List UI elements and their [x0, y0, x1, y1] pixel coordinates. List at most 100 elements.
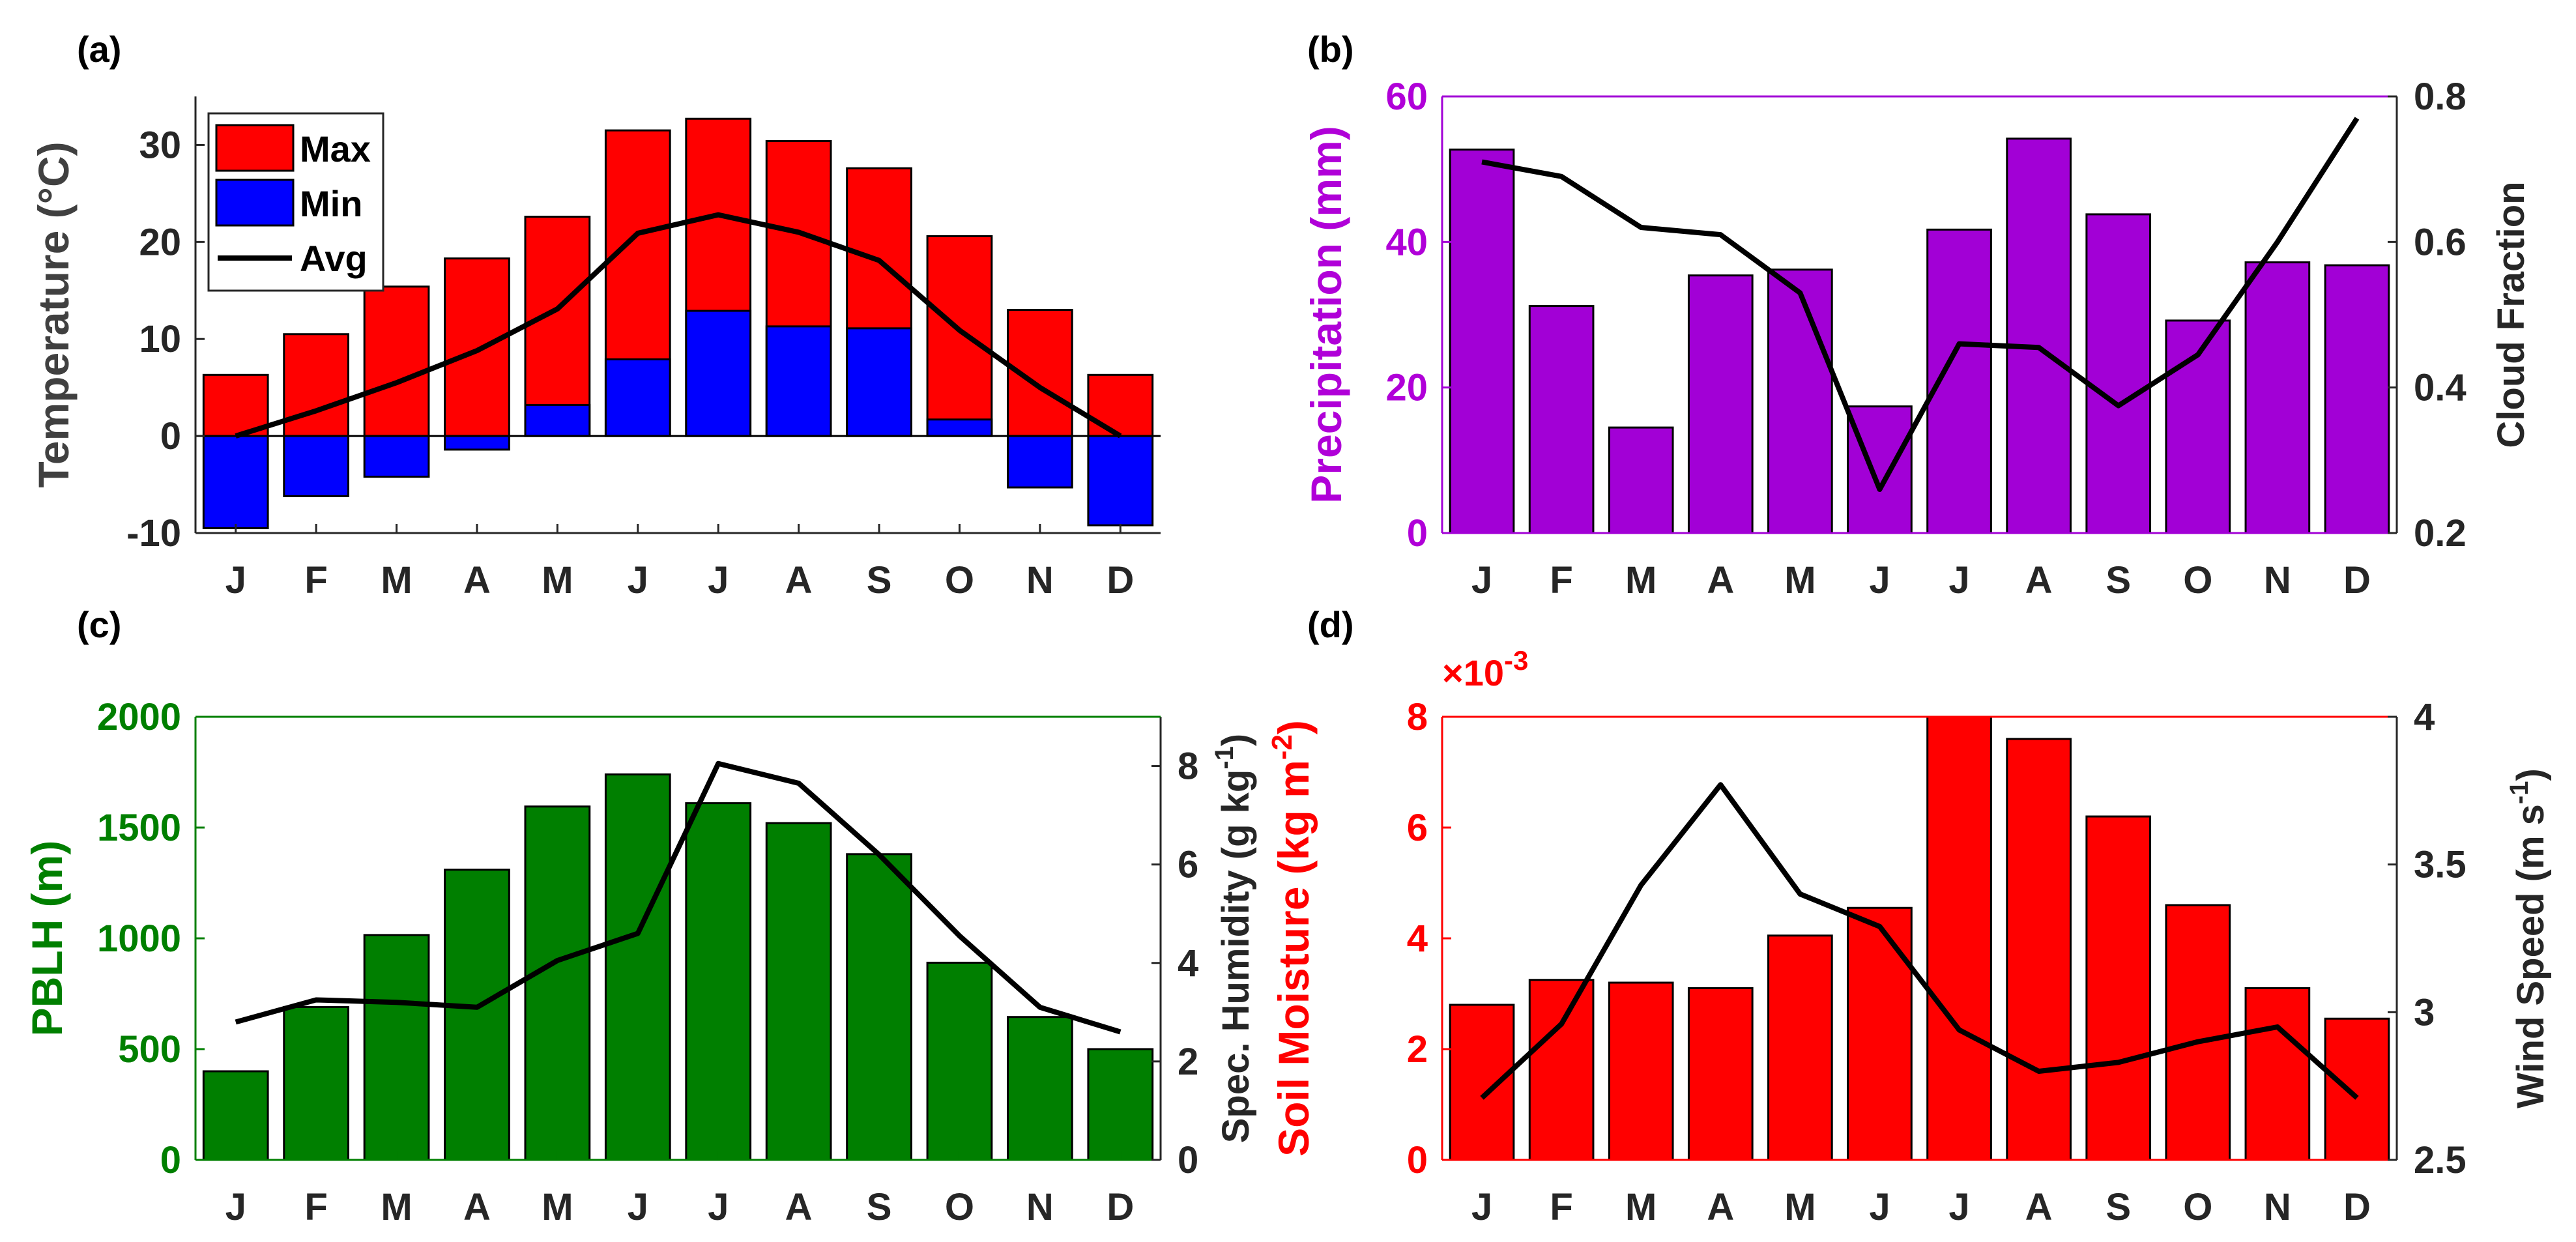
y-tick-label: 2	[1407, 1028, 1428, 1071]
bar-precipitation-1	[1528, 305, 1595, 534]
x-tick-label: J	[1471, 559, 1492, 601]
x-tick-label: D	[1107, 559, 1134, 601]
bar-soil-moisture-9	[2165, 904, 2231, 1161]
bar-pblh-0	[202, 1070, 269, 1161]
x-tick-label: S	[867, 559, 892, 601]
x-tick-label: N	[2264, 559, 2291, 601]
y-axis-label-text: PBLH (m)	[23, 841, 71, 1037]
x-tick-label: O	[945, 1186, 974, 1228]
bar-precipitation-3	[1687, 274, 1754, 534]
x-tick-label: A	[2025, 1186, 2053, 1228]
x-tick-label: J	[225, 1186, 246, 1228]
x-tick-label: J	[1869, 559, 1890, 601]
bar-pblh-7	[765, 822, 832, 1161]
panel-label: (c)	[77, 604, 121, 645]
bar-soil-moisture-3	[1687, 987, 1754, 1161]
x-tick-label: F	[1550, 1186, 1572, 1228]
x-tick-label: J	[1948, 559, 1969, 601]
x-tick-label: O	[2183, 559, 2212, 601]
bar-min-4	[524, 403, 591, 437]
y2-tick-label: 0.8	[2414, 76, 2467, 118]
y-tick-label: 0	[1407, 512, 1428, 555]
y2-axis-label: Cloud Fraction	[2490, 181, 2532, 448]
line-avg	[235, 212, 1122, 439]
bar-precipitation-0	[1449, 149, 1515, 534]
bar-precipitation-7	[2006, 137, 2072, 534]
y2-axis-label-text: Wind Speed (m s	[2510, 804, 2552, 1108]
x-tick-label: A	[785, 559, 813, 601]
y-axis-label: Precipitation (mm)	[1302, 126, 1350, 503]
bar-pblh-6	[685, 802, 752, 1161]
panel-label: (a)	[77, 29, 121, 70]
x-tick-label: D	[1107, 1186, 1134, 1228]
legend-label-avg: Avg	[300, 238, 368, 279]
y-tick-label: 1000	[97, 917, 181, 960]
bar-max-2	[363, 285, 430, 437]
bar-precipitation-2	[1608, 426, 1674, 534]
x-tick-label: A	[785, 1186, 813, 1228]
bar-soil-moisture-10	[2244, 987, 2311, 1161]
bar-min-2	[363, 435, 430, 478]
bar-max-1	[283, 333, 349, 437]
x-tick-label: J	[628, 1186, 648, 1228]
x-tick-label: F	[304, 559, 327, 601]
y-tick-label: 0	[160, 415, 181, 457]
y-axis-label-text: Temperature (°C)	[29, 141, 78, 487]
y-tick-label: 1500	[97, 807, 181, 849]
bar-precipitation-10	[2244, 261, 2311, 534]
bar-min-0	[202, 435, 269, 530]
bar-min-7	[765, 325, 832, 437]
y2-tick-label: 6	[1178, 844, 1198, 886]
bar-soil-moisture-6	[1926, 715, 1992, 1161]
x-tick-label: O	[945, 559, 974, 601]
line-cloud-fraction	[1481, 117, 2360, 492]
x-tick-label: A	[463, 1186, 491, 1228]
bar-soil-moisture-7	[2006, 738, 2072, 1161]
y-tick-label: 0	[1407, 1139, 1428, 1181]
bar-pblh-5	[604, 773, 671, 1161]
y-tick-label: 20	[1385, 367, 1428, 409]
x-tick-label: M	[1625, 559, 1657, 601]
y2-tick-label: 0.2	[2414, 512, 2467, 555]
y-exponent-base: ×10	[1442, 652, 1504, 693]
y2-axis-label-superscript: -1	[2505, 781, 2534, 805]
y2-tick-label: 3	[2414, 991, 2435, 1033]
panel-2: (b) J F M A M J J A S O N D 0 20 40 60 0.2 0.4 0.6 0.8 Precip…	[1302, 29, 2532, 601]
bar-precipitation-5	[1847, 405, 1913, 534]
y2-axis-label-close: )	[2510, 768, 2552, 781]
bar-soil-moisture-4	[1767, 934, 1833, 1161]
x-tick-label: M	[1625, 1186, 1657, 1228]
bar-min-1	[283, 435, 349, 497]
panel-label: (d)	[1307, 604, 1354, 645]
y-tick-label: 8	[1407, 696, 1428, 738]
y2-axis-label-text: Cloud Fraction	[2490, 181, 2532, 448]
bar-soil-moisture-1	[1528, 979, 1595, 1161]
x-tick-label: J	[1869, 1186, 1890, 1228]
y-tick-label: 40	[1385, 221, 1428, 263]
bar-precipitation-8	[2085, 213, 2152, 534]
series-precipitation	[1449, 137, 2390, 534]
x-tick-label: J	[708, 1186, 729, 1228]
x-tick-label: M	[381, 559, 412, 601]
x-tick-label: M	[542, 559, 573, 601]
x-tick-label: J	[225, 559, 246, 601]
bar-max-3	[444, 257, 510, 437]
x-tick-label: J	[708, 559, 729, 601]
bar-pblh-9	[926, 961, 993, 1161]
y-tick-label: -10	[126, 512, 181, 555]
x-tick-label: D	[2343, 1186, 2371, 1228]
panel-3: (c) J F M A M J J A S O N D 0 500 1000 1500 2000 0 2 4 6 8 PBLH…	[23, 604, 1257, 1228]
y-tick-label: 6	[1407, 807, 1428, 849]
y2-tick-label: 4	[2414, 696, 2435, 738]
x-tick-label: S	[867, 1186, 892, 1228]
y-axis-label-text: Soil Moisture (kg m	[1269, 760, 1318, 1157]
legend-swatch-min	[215, 179, 295, 227]
x-tick-label: N	[1026, 1186, 1054, 1228]
y-axis-label: Temperature (°C)	[29, 141, 78, 487]
x-tick-label: F	[304, 1186, 327, 1228]
y-axis-label: PBLH (m)	[23, 841, 71, 1037]
series-soil-moisture	[1449, 715, 2390, 1161]
y-tick-label: 30	[139, 124, 181, 166]
y-tick-label: 2000	[97, 696, 181, 738]
